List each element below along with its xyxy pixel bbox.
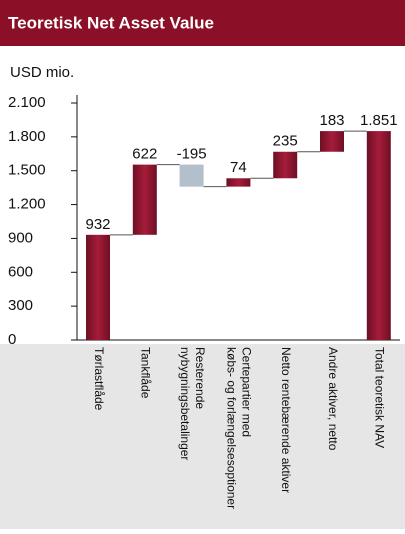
y-tick-label: 1.500 [8,162,46,179]
bar [179,164,204,187]
x-tick-label: Andre aktiver, netto [326,347,340,451]
bar [86,234,110,340]
x-tick-label-line: købs- og forlængelsesoptioner [225,347,239,509]
x-tick-label-line: Resterende [193,347,207,409]
x-tick-label-line: Andre aktiver, netto [326,347,340,451]
bar [273,151,298,179]
value-label: 183 [319,112,344,129]
y-tick-label: 600 [8,263,33,280]
chart-title: Teoretisk Net Asset Value [8,13,214,32]
label-area [0,344,405,529]
y-tick-label: 1.200 [8,196,46,213]
y-tick-label: 900 [8,229,33,246]
bar [320,131,344,152]
x-tick-label-line: Certepartier med [240,347,254,437]
y-axis-label: USD mio. [10,64,74,81]
value-label: 932 [85,216,110,233]
x-tick-label: Tørlastflåde [92,347,106,411]
x-tick-label: Total teoretisk NAV [373,347,387,448]
y-tick-label: 300 [8,297,33,314]
bar [366,131,391,340]
value-label: -195 [177,146,207,163]
x-tick-label: Tankflåde [139,347,153,399]
value-label: 74 [230,159,247,176]
y-tick-label: 0 [8,331,16,348]
value-label: 235 [273,133,298,150]
bar [132,164,157,235]
value-label: 1.851 [360,112,398,129]
y-tick-label: 2.100 [8,94,46,111]
x-tick-label-line: Tørlastflåde [92,347,106,411]
x-tick-label: Netto rentebærende aktiver [279,347,293,493]
value-label: 622 [132,146,157,163]
x-tick-label-line: Total teoretisk NAV [373,347,387,448]
x-tick-label-line: Netto rentebærende aktiver [279,347,293,493]
bar [226,178,251,187]
x-tick-label-line: nybygningsbetalinger [178,347,192,460]
y-tick-label: 1.800 [8,128,46,145]
header [0,0,405,46]
x-tick-label-line: Tankflåde [139,347,153,399]
